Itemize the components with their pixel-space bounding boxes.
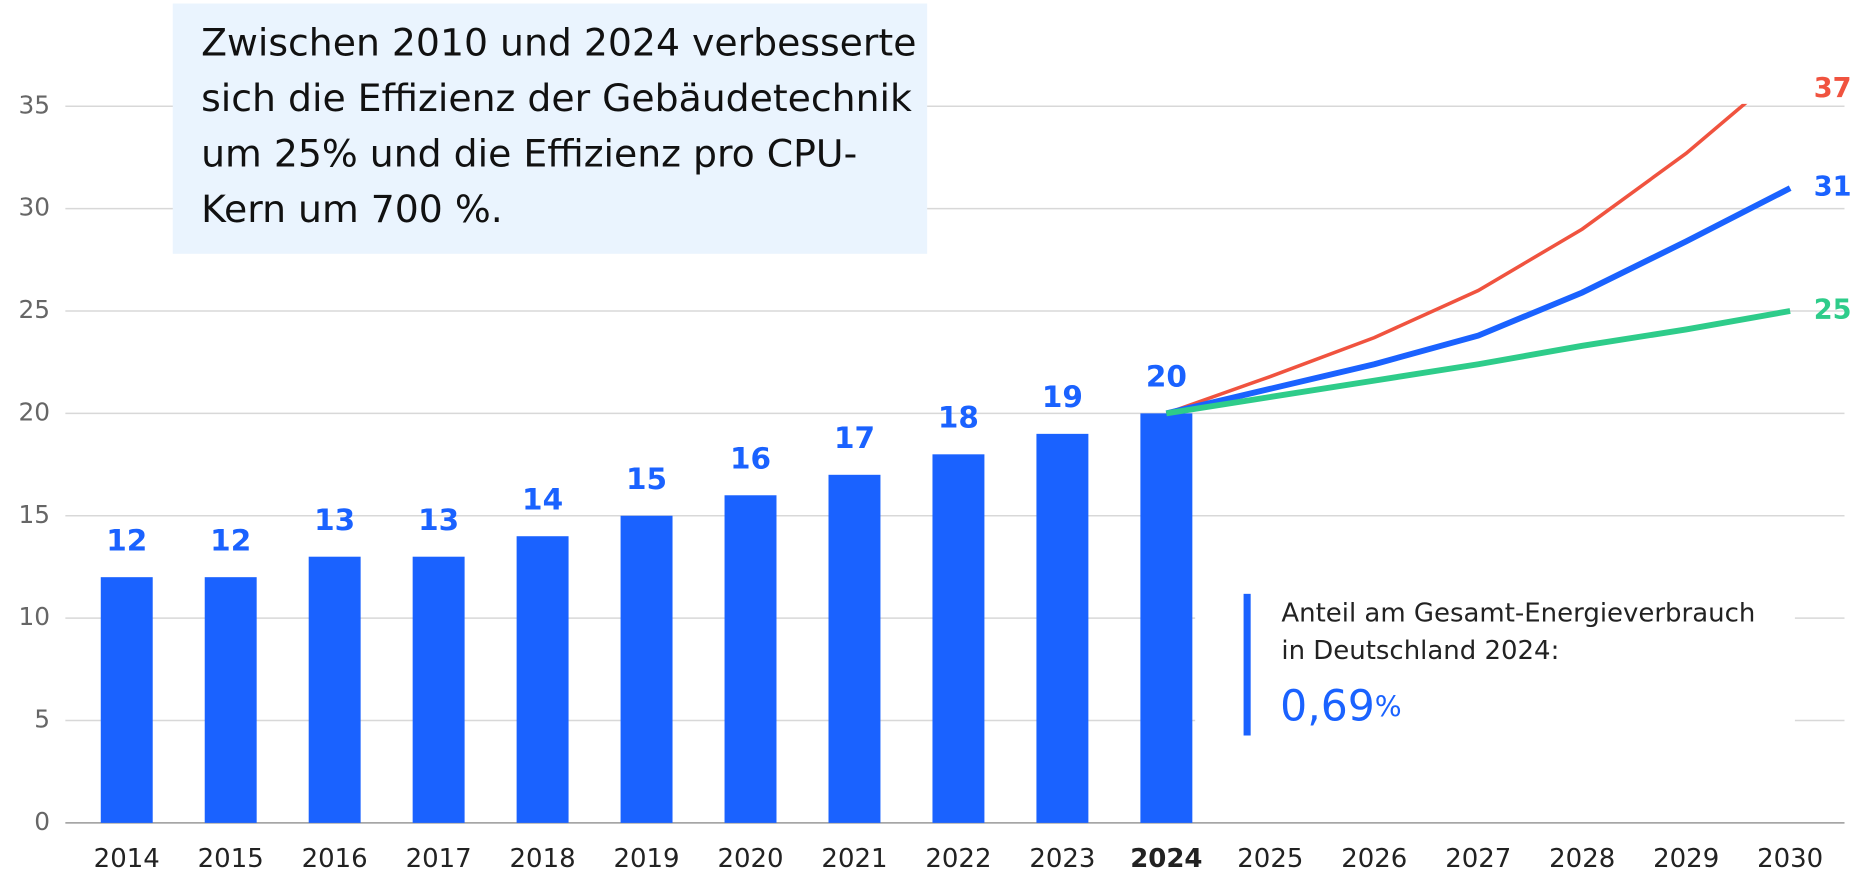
bar — [412, 556, 465, 823]
x-tick-label: 2022 — [925, 844, 991, 874]
info-text: in Deutschland 2024: — [1281, 636, 1559, 666]
x-tick-label: 2025 — [1237, 844, 1303, 874]
forecast-line — [1165, 308, 1791, 417]
y-tick-label: 35 — [18, 90, 50, 119]
x-tick-label: 2014 — [94, 844, 160, 874]
bar-value-label: 18 — [938, 400, 979, 434]
forecast-lines — [1165, 103, 1792, 417]
bar-value-label: 13 — [418, 503, 459, 537]
x-tick-label: 2017 — [406, 844, 472, 874]
bar-value-label: 15 — [626, 462, 667, 496]
y-tick-label: 5 — [34, 704, 50, 733]
x-tick-label: 2029 — [1653, 844, 1719, 874]
info-accent — [1243, 593, 1251, 736]
bar-value-label: 12 — [210, 523, 251, 557]
x-tick-label: 2030 — [1757, 844, 1823, 874]
info-background — [1195, 578, 1795, 756]
bar-value-label: 12 — [106, 523, 147, 557]
bar — [828, 474, 881, 823]
y-tick-label: 15 — [18, 500, 50, 529]
line-end-label: 31 — [1814, 172, 1852, 203]
y-tick-label: 20 — [18, 397, 50, 426]
bar — [620, 515, 673, 823]
x-tick-label: 2027 — [1445, 844, 1511, 874]
bar — [308, 556, 361, 823]
bar — [1140, 413, 1193, 823]
x-tick-label: 2028 — [1549, 844, 1615, 874]
y-tick-label: 10 — [18, 602, 50, 631]
annotation-text: Kern um 700 %. — [201, 187, 503, 231]
info-text: Anteil am Gesamt-Energieverbrauch — [1281, 598, 1755, 628]
forecast-line — [1165, 185, 1792, 417]
y-tick-label: 25 — [18, 295, 50, 324]
bar — [516, 536, 569, 823]
x-tick-label: 2016 — [302, 844, 368, 874]
line-end-label: 25 — [1814, 295, 1852, 326]
bar — [100, 577, 153, 823]
bar-value-label: 13 — [314, 503, 355, 537]
x-tick-label: 2020 — [717, 844, 783, 874]
y-tick-label: 0 — [34, 807, 50, 836]
bar-value-label: 19 — [1042, 380, 1083, 414]
bar-value-label: 20 — [1146, 359, 1187, 393]
bar — [724, 495, 777, 823]
bar — [932, 454, 985, 823]
x-tick-label: 2015 — [198, 844, 264, 874]
x-tick-label: 2023 — [1029, 844, 1095, 874]
x-tick-label: 2026 — [1341, 844, 1407, 874]
x-tick-label: 2021 — [821, 844, 887, 874]
bar-value-label: 14 — [522, 482, 563, 516]
bar-value-label: 16 — [730, 441, 771, 475]
annotation-box — [172, 3, 928, 254]
x-tick-label: 2019 — [614, 844, 680, 874]
annotation-text: Zwischen 2010 und 2024 verbesserte — [201, 20, 916, 64]
share-value: 0,69% — [1280, 682, 1402, 731]
bar-value-label: 17 — [834, 421, 875, 455]
x-tick-label: 2024 — [1130, 844, 1202, 874]
line-end-label: 37 — [1814, 73, 1852, 104]
share-number: 0,69 — [1280, 682, 1375, 731]
annotation-text: um 25% und die Effizienz pro CPU- — [201, 131, 857, 175]
y-tick-label: 30 — [18, 193, 50, 222]
share-unit: % — [1375, 690, 1402, 723]
bar — [204, 577, 257, 823]
x-tick-label: 2018 — [510, 844, 576, 874]
annotation-text: sich die Effizienz der Gebäudetechnik — [201, 76, 912, 120]
bar — [1036, 433, 1089, 823]
forecast-line — [1165, 103, 1748, 416]
